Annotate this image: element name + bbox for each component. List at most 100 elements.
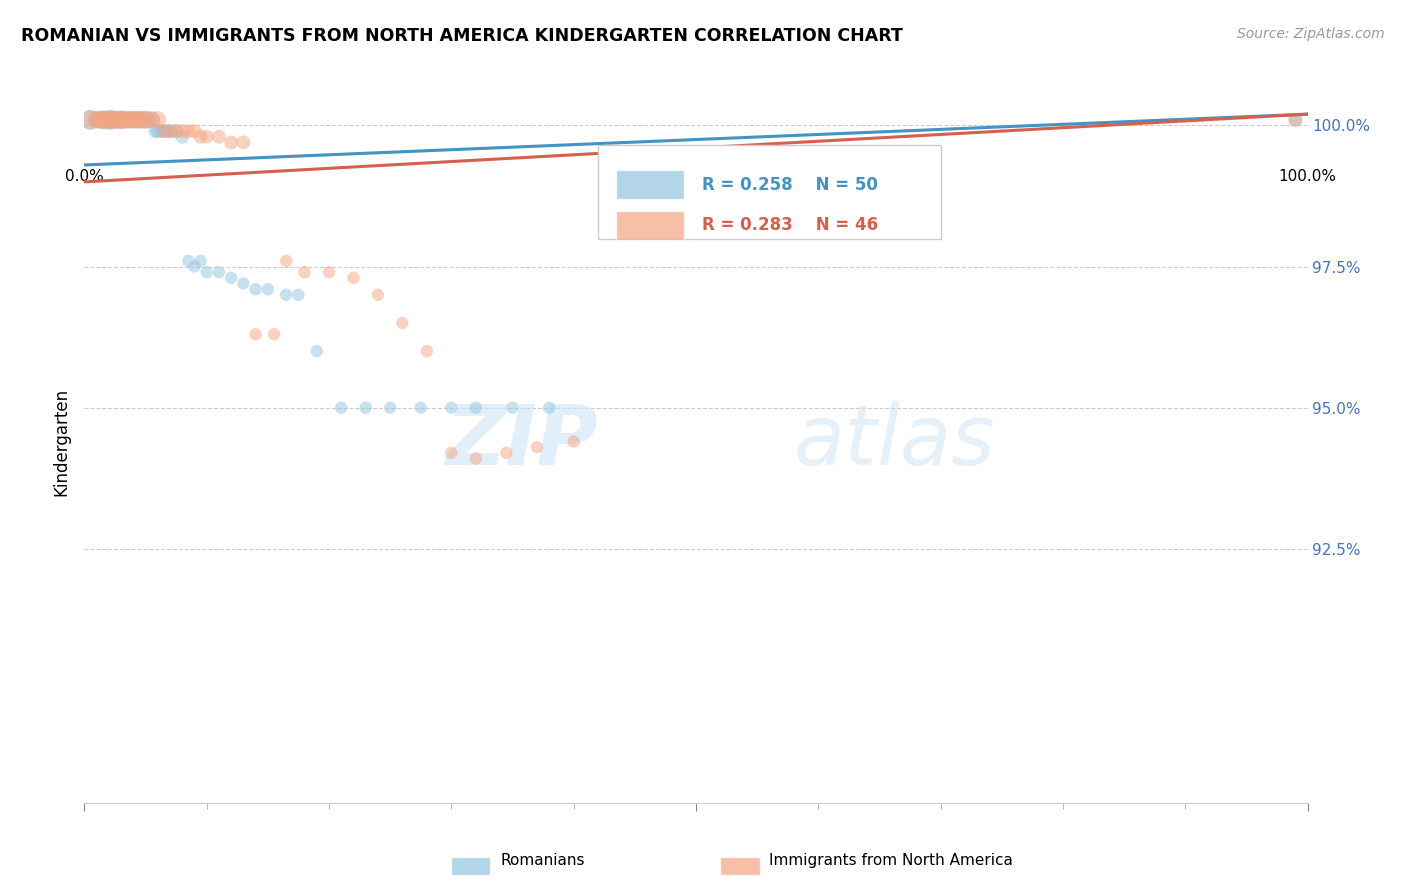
Point bbox=[562, 434, 585, 449]
Text: Source: ZipAtlas.com: Source: ZipAtlas.com bbox=[1237, 27, 1385, 41]
FancyBboxPatch shape bbox=[616, 211, 683, 240]
Text: ROMANIAN VS IMMIGRANTS FROM NORTH AMERICA KINDERGARTEN CORRELATION CHART: ROMANIAN VS IMMIGRANTS FROM NORTH AMERIC… bbox=[21, 27, 903, 45]
Point bbox=[245, 327, 267, 342]
Point bbox=[208, 129, 231, 144]
Point bbox=[156, 124, 179, 138]
Point bbox=[165, 124, 187, 138]
Point bbox=[526, 440, 548, 454]
Text: 0.0%: 0.0% bbox=[65, 169, 104, 184]
Point bbox=[183, 124, 205, 138]
Point bbox=[79, 112, 101, 127]
Point bbox=[190, 253, 212, 268]
Point bbox=[391, 316, 413, 330]
Point bbox=[159, 124, 181, 138]
Point bbox=[190, 129, 212, 144]
Point bbox=[232, 277, 254, 291]
Point bbox=[110, 112, 132, 127]
Point bbox=[143, 124, 166, 138]
Point bbox=[440, 401, 463, 415]
Point bbox=[1284, 112, 1306, 127]
Point bbox=[110, 112, 132, 127]
Point bbox=[104, 112, 127, 127]
Point bbox=[195, 265, 218, 279]
Point bbox=[105, 112, 128, 127]
Point bbox=[135, 112, 157, 127]
Point bbox=[495, 446, 517, 460]
Point bbox=[159, 124, 181, 138]
Point bbox=[120, 112, 142, 127]
Point bbox=[257, 282, 280, 296]
Point bbox=[245, 282, 267, 296]
Point bbox=[91, 112, 114, 127]
Point bbox=[165, 124, 187, 138]
Point bbox=[96, 112, 118, 127]
FancyBboxPatch shape bbox=[598, 145, 941, 239]
FancyBboxPatch shape bbox=[616, 170, 683, 199]
Point bbox=[219, 136, 242, 150]
Point bbox=[172, 129, 194, 144]
Point bbox=[91, 112, 114, 127]
Point bbox=[153, 124, 176, 138]
Y-axis label: Kindergarten: Kindergarten bbox=[52, 387, 70, 496]
Point bbox=[380, 401, 402, 415]
Point bbox=[172, 124, 194, 138]
Point bbox=[112, 112, 135, 127]
Point bbox=[120, 112, 142, 127]
Point bbox=[276, 287, 298, 301]
Point bbox=[122, 112, 145, 127]
Point bbox=[208, 265, 231, 279]
Point bbox=[146, 112, 169, 127]
Point bbox=[91, 112, 114, 127]
Point bbox=[115, 112, 138, 127]
Point bbox=[122, 112, 145, 127]
Point bbox=[125, 112, 148, 127]
Point bbox=[100, 112, 122, 127]
Point bbox=[153, 124, 176, 138]
Point bbox=[305, 344, 328, 359]
Point bbox=[232, 136, 254, 150]
Point bbox=[86, 112, 108, 127]
Point bbox=[115, 112, 138, 127]
Point bbox=[86, 112, 108, 127]
Point bbox=[132, 112, 155, 127]
Point bbox=[79, 112, 101, 127]
Point bbox=[132, 112, 155, 127]
Point bbox=[342, 270, 364, 285]
Point bbox=[1284, 112, 1306, 127]
FancyBboxPatch shape bbox=[720, 857, 759, 875]
Text: R = 0.283    N = 46: R = 0.283 N = 46 bbox=[702, 216, 879, 234]
Point bbox=[538, 401, 561, 415]
FancyBboxPatch shape bbox=[451, 857, 491, 875]
Text: ZIP: ZIP bbox=[446, 401, 598, 482]
Point bbox=[464, 451, 486, 466]
Point bbox=[97, 112, 120, 127]
Point bbox=[104, 112, 127, 127]
Point bbox=[128, 112, 150, 127]
Point bbox=[107, 112, 129, 127]
Point bbox=[125, 112, 148, 127]
Point bbox=[141, 112, 163, 127]
Point bbox=[136, 112, 159, 127]
Point bbox=[97, 112, 120, 127]
Point bbox=[367, 287, 389, 301]
Text: atlas: atlas bbox=[794, 401, 995, 482]
Point bbox=[149, 124, 172, 138]
Point bbox=[294, 265, 316, 279]
Point bbox=[135, 112, 157, 127]
Point bbox=[100, 112, 122, 127]
Point bbox=[276, 253, 298, 268]
Point bbox=[409, 401, 432, 415]
Point bbox=[128, 112, 150, 127]
Text: R = 0.258    N = 50: R = 0.258 N = 50 bbox=[702, 176, 877, 194]
Point bbox=[330, 401, 353, 415]
Point bbox=[112, 112, 135, 127]
Point bbox=[263, 327, 285, 342]
Point bbox=[177, 124, 200, 138]
Point bbox=[146, 124, 169, 138]
Text: Romanians: Romanians bbox=[501, 853, 585, 868]
Point bbox=[177, 253, 200, 268]
Point bbox=[96, 112, 118, 127]
Point bbox=[354, 401, 377, 415]
Point bbox=[219, 270, 242, 285]
Text: Immigrants from North America: Immigrants from North America bbox=[769, 853, 1014, 868]
